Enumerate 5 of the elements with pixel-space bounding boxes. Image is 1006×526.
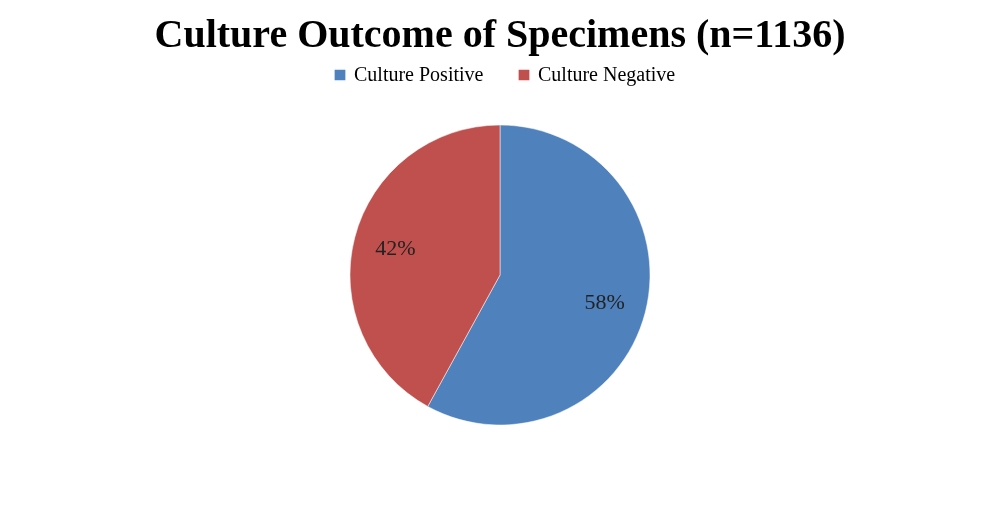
legend-label: Culture Positive: [354, 63, 484, 85]
chart-title: Culture Outcome of Specimens (n=1136): [154, 11, 846, 56]
data-label: 58%: [584, 288, 625, 314]
legend-label: Culture Negative: [538, 63, 676, 86]
data-label: 42%: [375, 235, 416, 261]
